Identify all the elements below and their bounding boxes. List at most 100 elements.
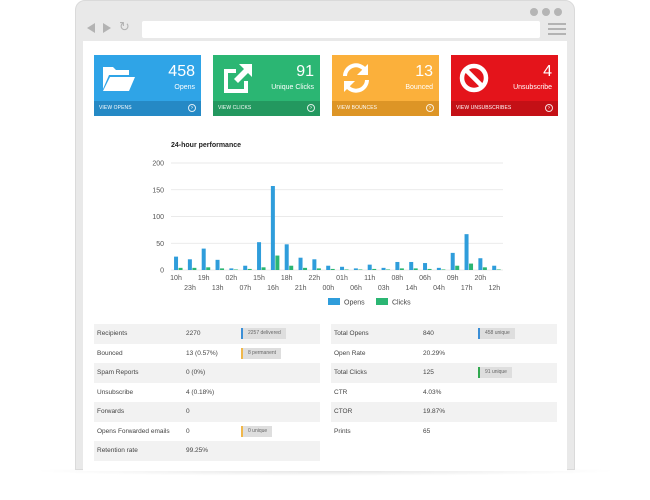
refresh-icon xyxy=(343,63,369,93)
card-body: 458 Opens xyxy=(94,55,201,101)
window-controls xyxy=(530,8,562,16)
x-tick-label: 12h xyxy=(488,285,500,292)
legend-clicks-label: Clicks xyxy=(392,300,411,307)
stat-right-value: 4.03% xyxy=(423,388,442,396)
folder-open-icon xyxy=(103,67,135,91)
clicks-bar xyxy=(469,263,474,270)
legend-opens-label: Opens xyxy=(344,300,365,307)
page-content: 458 Opens VIEW OPENS › 91 Unique Clicks xyxy=(83,41,567,471)
clicks-bar xyxy=(330,268,335,270)
opens-bar xyxy=(312,259,317,270)
stat-left-label: Retention rate xyxy=(97,447,138,454)
hamburger-menu-icon[interactable] xyxy=(548,23,566,35)
stat-right-value: 125 xyxy=(423,369,434,376)
x-tick-label: 19h xyxy=(198,275,210,282)
clicks-bar xyxy=(247,268,252,270)
bounces-label: Bounced xyxy=(405,84,433,91)
opens-bar xyxy=(450,252,455,270)
view-opens-label: VIEW OPENS xyxy=(99,105,132,111)
window-control-dot[interactable] xyxy=(542,8,550,16)
opens-bar xyxy=(257,242,262,270)
unsubscribe-card[interactable]: 4 Unsubscribe VIEW UNSUBSCRIBES › xyxy=(451,55,558,116)
stat-left-value: 99.25% xyxy=(186,447,209,454)
clicks-bar xyxy=(399,268,404,270)
clicks-bar xyxy=(482,267,487,270)
ban-icon xyxy=(459,63,489,93)
opens-bar xyxy=(340,266,345,270)
view-bounces-link[interactable]: VIEW BOUNCES › xyxy=(332,101,439,116)
view-clicks-label: VIEW CLICKS xyxy=(218,105,252,111)
view-clicks-link[interactable]: VIEW CLICKS › xyxy=(213,101,320,116)
summary-cards: 458 Opens VIEW OPENS › 91 Unique Clicks xyxy=(94,55,558,116)
window-control-dot[interactable] xyxy=(530,8,538,16)
arrow-right-icon: › xyxy=(307,104,315,112)
browser-window: ↻ 458 Opens VIEW OPENS › xyxy=(75,0,575,471)
window-control-dot[interactable] xyxy=(554,8,562,16)
stat-right-row: CTR 4.03% xyxy=(331,383,557,403)
opens-label: Opens xyxy=(174,84,195,91)
back-icon[interactable] xyxy=(87,23,95,33)
bounces-card[interactable]: 13 Bounced VIEW BOUNCES › xyxy=(332,55,439,116)
performance-chart: 24-hour performance 0 50 100 150 200 10h 19h 02… xyxy=(133,141,513,311)
bounces-value: 13 xyxy=(415,63,433,80)
clicks-bar xyxy=(289,265,294,270)
legend-clicks-swatch xyxy=(376,298,388,305)
y-tick-label: 0 xyxy=(160,268,164,275)
stat-left-row: Opens Forwarded emails 0 0 unique xyxy=(94,422,320,442)
stat-left-label: Forwards xyxy=(97,408,125,415)
clicks-card[interactable]: 91 Unique Clicks VIEW CLICKS › xyxy=(213,55,320,116)
stat-right-label: Total Opens xyxy=(334,330,369,337)
reload-icon[interactable]: ↻ xyxy=(119,20,130,35)
opens-bar xyxy=(409,261,414,270)
clicks-bar xyxy=(413,268,418,270)
stat-left-value: 2270 xyxy=(186,330,201,337)
opens-bar xyxy=(284,244,289,270)
y-tick-label: 200 xyxy=(152,161,164,168)
address-bar[interactable] xyxy=(142,21,540,38)
opens-bar xyxy=(326,265,331,270)
x-tick-label: 09h xyxy=(447,275,459,282)
opens-bar xyxy=(492,265,497,270)
stat-badge: 91 unique xyxy=(478,367,512,378)
view-bounces-label: VIEW BOUNCES xyxy=(337,105,378,111)
opens-bar xyxy=(229,268,234,270)
clicks-bar xyxy=(344,269,349,270)
clicks-bar xyxy=(178,267,183,270)
stat-left-value: 13 (0.57%) xyxy=(186,349,218,357)
x-tick-label: 01h xyxy=(336,275,348,282)
forward-icon[interactable] xyxy=(103,23,111,33)
clicks-bar xyxy=(192,267,197,270)
stat-right-value: 65 xyxy=(423,427,431,435)
view-opens-link[interactable]: VIEW OPENS › xyxy=(94,101,201,116)
opens-value: 458 xyxy=(168,63,195,80)
stat-left-label: Unsubscribe xyxy=(97,388,134,396)
opens-bar xyxy=(243,265,248,270)
stats-table-left: Recipients 2270 2257 delivered Bounced 13 (0… xyxy=(94,324,320,461)
x-tick-label: 03h xyxy=(378,285,390,292)
x-tick-label: 18h xyxy=(281,275,293,282)
opens-card[interactable]: 458 Opens VIEW OPENS › xyxy=(94,55,201,116)
stat-badge: 458 unique xyxy=(478,328,515,339)
stat-right-value: 840 xyxy=(423,330,434,337)
opens-bar xyxy=(174,256,179,270)
card-body: 91 Unique Clicks xyxy=(213,55,320,101)
opens-bar xyxy=(395,261,400,270)
opens-bar xyxy=(478,258,483,270)
view-unsubscribes-link[interactable]: VIEW UNSUBSCRIBES › xyxy=(451,101,558,116)
x-tick-label: 11h xyxy=(364,275,375,282)
stat-left-row: Retention rate 99.25% xyxy=(94,441,320,461)
x-tick-label: 13h xyxy=(212,285,224,292)
x-tick-label: 06h xyxy=(350,285,362,292)
stat-right-value: 20.29% xyxy=(423,349,446,357)
clicks-value: 91 xyxy=(296,63,314,80)
x-tick-label: 16h xyxy=(267,285,279,292)
browser-titlebar: ↻ xyxy=(76,1,574,41)
stat-left-row: Recipients 2270 2257 delivered xyxy=(94,324,320,344)
stat-right-row: Total Clicks 125 91 unique xyxy=(331,363,557,383)
x-tick-label: 15h xyxy=(253,275,265,282)
stat-right-row: CTOR 19.87% xyxy=(331,402,557,422)
y-tick-label: 100 xyxy=(152,214,164,221)
card-body: 13 Bounced xyxy=(332,55,439,101)
opens-bar xyxy=(201,248,206,270)
clicks-bar xyxy=(316,268,321,270)
